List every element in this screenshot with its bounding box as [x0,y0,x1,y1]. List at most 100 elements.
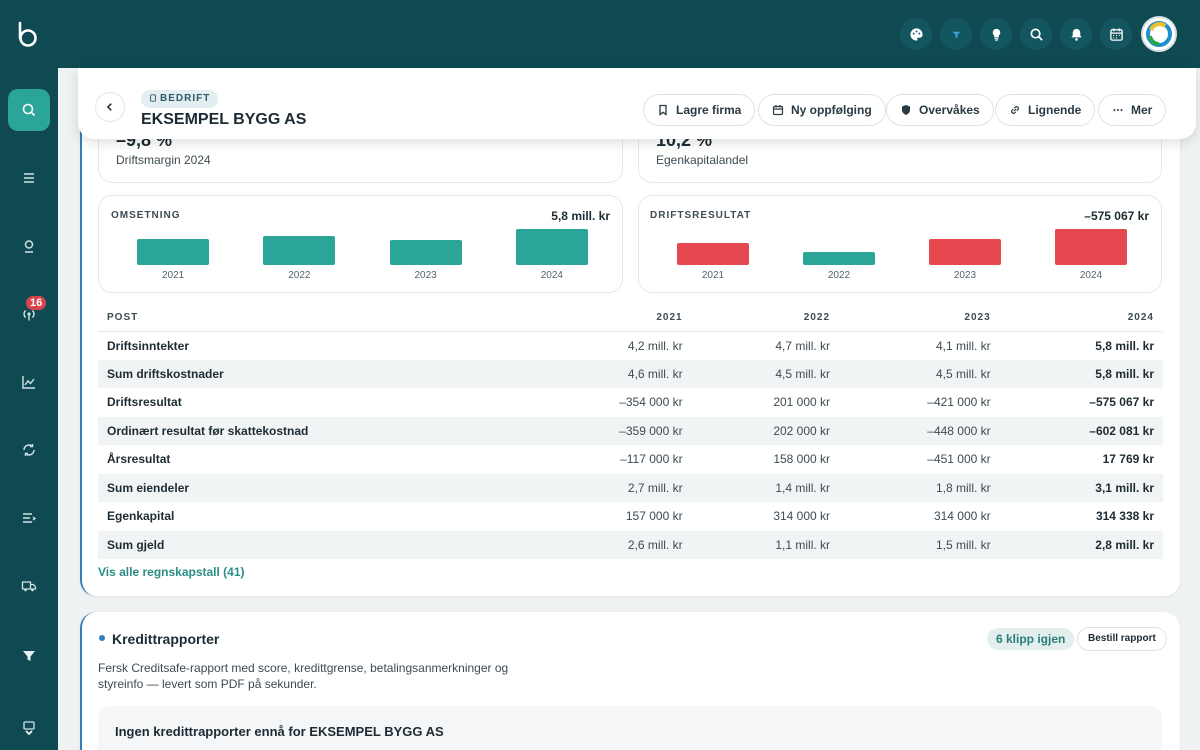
back-button[interactable] [95,92,125,122]
column-header: 2023 [839,304,1000,332]
empty-state-message: Ingen kredittrapporter ennå for EKSEMPEL… [115,724,444,739]
table-cell: 17 769 kr [1102,452,1154,467]
sidebar-item-delivery[interactable] [8,565,50,607]
financials-table: POST 2021 2022 2023 2024 Driftsinntekter 4,2 … [98,304,1163,559]
table-cell: 314 000 kr [933,509,991,524]
row-label: Sum eiendeler [98,473,531,502]
chart-bar [1055,229,1127,265]
avatar-logo-icon [1146,21,1172,47]
sidebar-item-sync[interactable] [8,429,50,471]
sidebar-item-map[interactable] [8,225,50,267]
broadcast-icon [23,310,35,321]
sidebar-item-tasks[interactable] [8,497,50,539]
table-cell: 4,7 mill. kr [775,338,831,353]
table-cell: 4,5 mill. kr [839,359,1000,388]
building-icon [150,94,156,102]
credit-reports-title: Kredittrapporter [112,631,220,647]
table-cell: 4,2 mill. kr [627,338,683,353]
sidebar-item-filter[interactable] [8,635,50,677]
filter-button[interactable] [940,18,972,50]
table-cell: 3,1 mill. kr [999,473,1163,502]
clips-left-badge: 6 klipp igjen [987,628,1075,650]
table-cell: 4,5 mill. kr [691,359,840,388]
empty-state-box [98,706,1162,750]
chart-bar [803,252,875,265]
more-icon [1113,109,1123,111]
search-button[interactable] [1020,18,1052,50]
table-cell: 314 338 kr [1095,509,1154,524]
more-button[interactable]: Mer [1098,94,1167,126]
app-logo[interactable] [14,20,42,48]
truck-icon [21,581,37,592]
table-cell: –448 000 kr [839,416,1000,445]
table-cell: –451 000 kr [927,452,991,467]
revenue-chart-title: OMSETNING [111,210,181,221]
chart-bar [263,235,336,265]
chart-tick-label: 2021 [162,270,185,281]
kpi-equity-ratio-label: Egenkapitalandel [656,153,749,167]
sidebar-item-signals[interactable] [8,293,50,335]
save-company-button[interactable]: Lagre firma [643,94,756,126]
revenue-chart-card: OMSETNING 5,8 mill. kr 2021 2022 2023 2024 [98,195,623,293]
chart-tick-label: 2021 [701,270,725,281]
top-bar [58,0,1200,68]
monitored-label: Overvåkes [919,103,980,117]
user-avatar[interactable] [1141,16,1177,52]
calendar-icon [772,105,784,116]
theme-button[interactable] [900,18,932,50]
table-cell: –602 081 kr [999,416,1163,445]
table-cell: –117 000 kr [620,452,683,467]
chart-bar [389,239,462,265]
operating-result-chart-title: DRIFTSRESULTAT [650,210,752,221]
entity-type-chip: BEDRIFT [141,90,219,108]
table-row: Egenkapital 157 000 kr 314 000 kr 314 000 k… [98,502,1163,531]
entity-type-label: BEDRIFT [160,93,211,104]
new-followup-button[interactable]: Ny oppfølging [758,94,886,126]
sidebar-item-lists[interactable] [8,157,50,199]
table-row: Årsresultat –117 000 kr 158 000 kr –451 000… [98,445,1163,474]
calendar-button[interactable] [1100,18,1132,50]
table-row: Sum gjeld 2,6 mill. kr 1,1 mill. kr 1,5 mil… [98,530,1163,559]
row-label: Ordinært resultat før skattekostnad [98,416,531,445]
table-cell: 5,8 mill. kr [1095,338,1154,353]
chart-tick-label: 2023 [953,270,977,281]
location-pin-icon [24,240,34,253]
chart-tick-label: 2022 [827,270,851,281]
chart-bar [137,238,210,265]
chart-tick-label: 2023 [414,270,437,281]
table-cell: –354 000 kr [619,395,683,410]
row-label: Driftsinntekter [107,338,190,353]
table-cell: –359 000 kr [530,416,692,445]
chevron-left-icon [106,103,112,111]
new-followup-label: Ny oppfølging [791,103,872,117]
operating-result-chart-card: DRIFTSRESULTAT –575 067 kr 2021 2022 2023 2… [638,195,1162,293]
notifications-button[interactable] [1060,18,1092,50]
row-label: Sum driftskostnader [98,359,531,388]
similar-button[interactable]: Lignende [995,94,1096,126]
section-dot-icon [99,635,105,641]
similar-label: Lignende [1028,103,1082,117]
sidebar-item-analytics[interactable] [8,361,50,403]
monitored-button[interactable]: Overvåkes [886,94,994,126]
bookmark-icon [659,104,667,116]
lightbulb-icon [992,28,1000,41]
chart-tick-label: 2024 [1079,270,1103,281]
show-all-financials-link[interactable]: Vis alle regnskapstall (41) [98,565,245,579]
column-header: 2021 [530,304,692,332]
sidebar-item-more[interactable] [8,707,50,749]
table-row: Driftsresultat –354 000 kr 201 000 kr –421 … [98,388,1163,417]
table-cell: 158 000 kr [773,452,831,467]
refresh-icon [23,444,35,456]
chart-tick-label: 2022 [288,270,311,281]
table-cell: –421 000 kr [927,395,991,410]
chart-bar [677,242,749,265]
table-row: Driftsinntekter 4,2 mill. kr 4,7 mill. kr 4… [98,331,1163,360]
ideas-button[interactable] [980,18,1012,50]
table-cell: 2,8 mill. kr [999,530,1163,559]
table-cell: 202 000 kr [691,416,840,445]
table-row: Sum eiendeler 2,7 mill. kr 1,4 mill. kr 1,8… [98,473,1163,502]
funnel-icon [952,31,960,38]
sidebar-item-search[interactable] [8,89,50,131]
order-report-button[interactable]: Bestill rapport [1077,627,1167,651]
row-label: Sum gjeld [98,530,531,559]
